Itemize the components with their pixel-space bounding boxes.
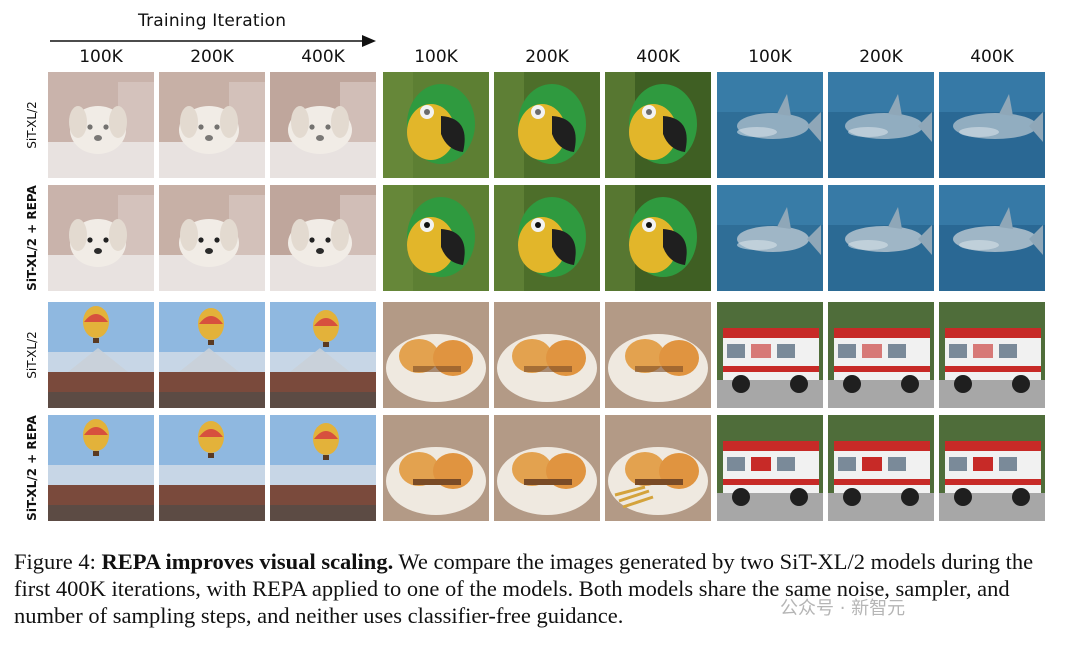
row-label-text: SiT-XL/2 — [25, 331, 39, 379]
parrot-image — [383, 72, 489, 178]
dog-image — [159, 185, 265, 291]
training-iteration-label: Training Iteration — [138, 11, 287, 31]
burger-image — [494, 302, 600, 408]
hot-air-balloon-image — [159, 415, 265, 521]
iteration-label: 400K — [636, 47, 680, 67]
iteration-label: 400K — [301, 47, 345, 67]
iteration-label: 100K — [79, 47, 123, 67]
hot-air-balloon-image — [159, 302, 265, 408]
dog-image — [48, 185, 154, 291]
row-label-text: SiT-XL/2 + REPA — [25, 185, 40, 291]
parrot-image — [383, 185, 489, 291]
dog-image — [159, 72, 265, 178]
training-arrow-icon — [50, 35, 376, 47]
iteration-label: 100K — [748, 47, 792, 67]
row-label: SiT-XL/2 + REPA — [20, 185, 44, 291]
hot-air-balloon-image — [48, 302, 154, 408]
burger-image — [605, 302, 711, 408]
caption-body: We compare the images generated by two S… — [14, 549, 1034, 628]
shark-image — [939, 185, 1045, 291]
parrot-image — [605, 185, 711, 291]
shark-image — [717, 185, 823, 291]
burger-image — [494, 415, 600, 521]
hot-air-balloon-image — [270, 302, 376, 408]
figure-caption: Figure 4: REPA improves visual scaling. … — [14, 548, 1070, 629]
shark-image — [828, 72, 934, 178]
shark-image — [939, 72, 1045, 178]
row-label-text: SiT-XL/2 + REPA — [25, 415, 40, 521]
fire-truck-image — [939, 415, 1045, 521]
fire-truck-image — [717, 302, 823, 408]
figure-number: Figure 4: — [14, 549, 96, 574]
fire-truck-image — [828, 302, 934, 408]
caption-title: REPA improves visual scaling. — [101, 549, 394, 574]
iteration-label: 200K — [859, 47, 903, 67]
iteration-label: 200K — [190, 47, 234, 67]
iteration-label: 200K — [525, 47, 569, 67]
row-label: SiT-XL/2 — [20, 302, 44, 408]
parrot-image — [494, 185, 600, 291]
dog-image — [270, 72, 376, 178]
row-label-text: SiT-XL/2 — [25, 101, 39, 149]
row-label: SiT-XL/2 — [20, 72, 44, 178]
shark-image — [717, 72, 823, 178]
fire-truck-image — [939, 302, 1045, 408]
dog-image — [48, 72, 154, 178]
fire-truck-image — [717, 415, 823, 521]
hot-air-balloon-image — [270, 415, 376, 521]
hot-air-balloon-image — [48, 415, 154, 521]
shark-image — [828, 185, 934, 291]
row-label: SiT-XL/2 + REPA — [20, 415, 44, 521]
fire-truck-image — [828, 415, 934, 521]
iteration-label: 400K — [970, 47, 1014, 67]
burger-image — [605, 415, 711, 521]
iteration-label: 100K — [414, 47, 458, 67]
burger-image — [383, 302, 489, 408]
dog-image — [270, 185, 376, 291]
parrot-image — [494, 72, 600, 178]
burger-image — [383, 415, 489, 521]
parrot-image — [605, 72, 711, 178]
watermark-text: 公众号 · 新智元 — [780, 598, 906, 619]
